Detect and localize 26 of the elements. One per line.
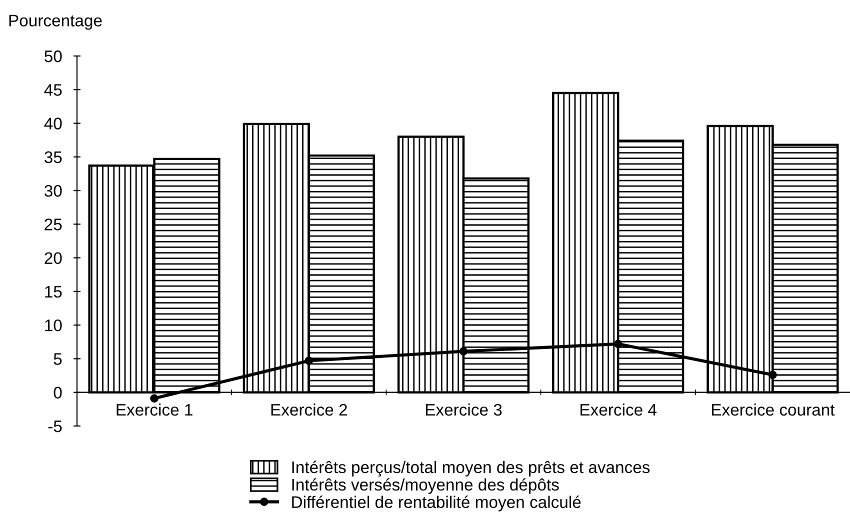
y-tick-label: 20 xyxy=(44,252,62,264)
y-tick-label: -5 xyxy=(48,420,62,432)
y-tick-label: 40 xyxy=(44,118,62,130)
x-tick-label: Exercice 1 xyxy=(116,403,192,416)
point xyxy=(614,340,622,348)
y-tick-label: 10 xyxy=(45,319,62,332)
y-tick-label: 5 xyxy=(54,353,62,365)
y-tick-label: 35 xyxy=(44,151,62,164)
y-tick-label: 30 xyxy=(44,184,62,197)
x-tick-label: Exercice 3 xyxy=(426,403,502,416)
x-tick-label: Exercice courant xyxy=(712,403,835,416)
y-tick-label: 25 xyxy=(44,218,62,230)
y-tick-label: 0 xyxy=(54,386,62,399)
point xyxy=(150,394,158,403)
y-axis-title: Pourcentage xyxy=(9,14,102,30)
x-tick-label: Exercice 4 xyxy=(580,403,657,416)
legend-label: Intérêts versés/moyenne des dépôts xyxy=(292,478,559,494)
point xyxy=(768,370,777,380)
point xyxy=(304,356,314,365)
y-tick-label: 45 xyxy=(44,84,62,96)
legend-label: Différentiel de rentabilité moyen calculé xyxy=(292,496,581,512)
x-tick-label: Exercice 2 xyxy=(271,403,347,416)
point xyxy=(459,347,468,356)
legend-label: Intérêts perçus/total moyen des prêts et avances xyxy=(292,460,650,477)
y-tick-label: 50 xyxy=(44,50,62,62)
y-tick-label: 15 xyxy=(45,286,62,298)
